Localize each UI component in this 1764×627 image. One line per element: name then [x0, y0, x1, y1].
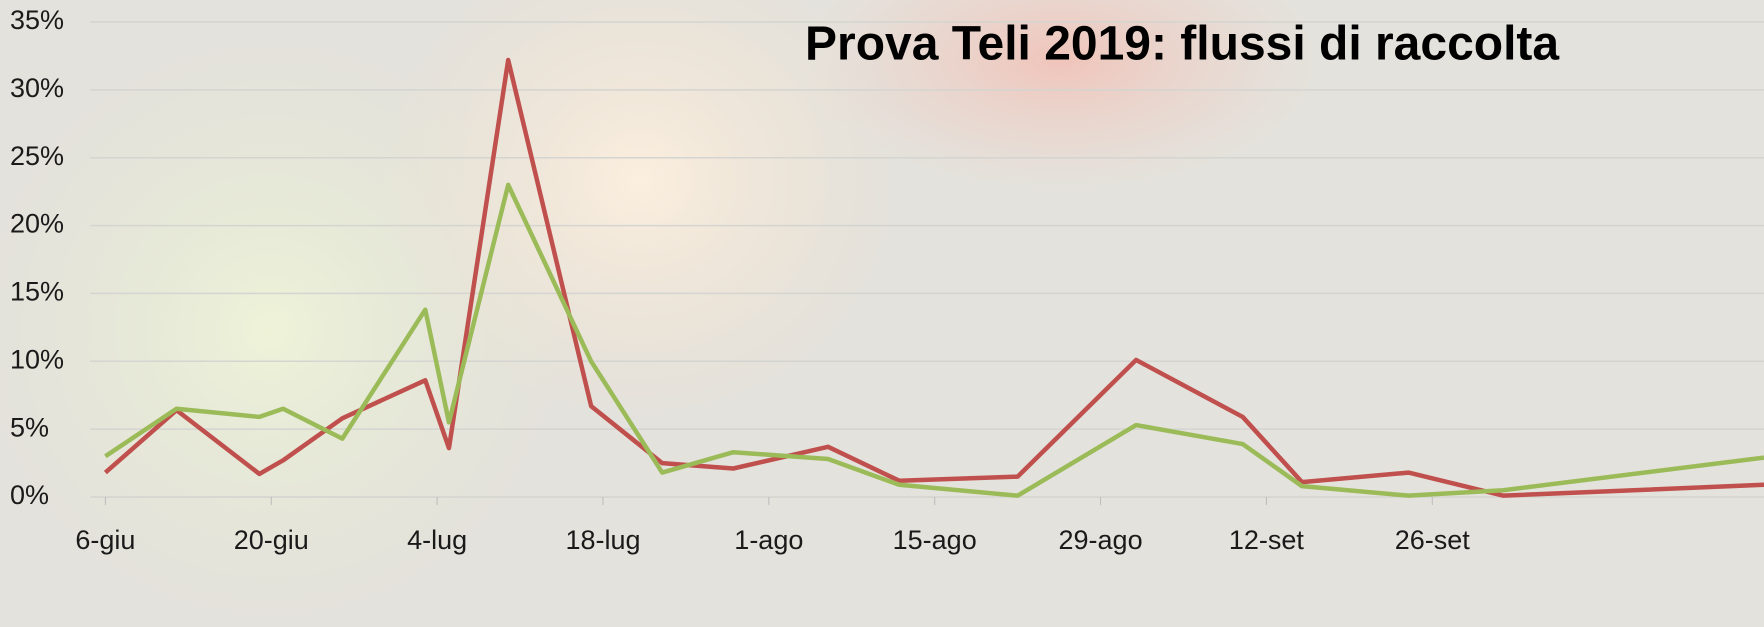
- x-tick-label: 26-set: [1395, 525, 1471, 555]
- x-tick-label: 6-giu: [75, 525, 135, 555]
- bg-tomato: [800, 0, 1320, 190]
- y-tick-label: 10%: [10, 344, 64, 374]
- y-tick-label: 5%: [10, 412, 49, 442]
- chart-title: Prova Teli 2019: flussi di raccolta: [805, 18, 1559, 71]
- x-tick-label: 18-lug: [565, 525, 640, 555]
- x-tick-label: 12-set: [1229, 525, 1305, 555]
- y-tick-label: 30%: [10, 73, 64, 103]
- y-tick-label: 20%: [10, 209, 64, 239]
- y-tick-label: 15%: [10, 277, 64, 307]
- y-tick-label: 0%: [10, 480, 49, 510]
- y-tick-label: 35%: [10, 5, 64, 35]
- x-tick-label: 4-lug: [407, 525, 467, 555]
- series-line: [104, 182, 1764, 498]
- y-tick-label: 25%: [10, 141, 64, 171]
- x-tick-label: 29-ago: [1059, 525, 1143, 555]
- x-tick-label: 15-ago: [893, 525, 977, 555]
- bg-tomato: [380, 0, 900, 420]
- series-line: [103, 57, 1764, 498]
- x-tick-label: 1-ago: [734, 525, 803, 555]
- x-tick-label: 20-giu: [234, 525, 309, 555]
